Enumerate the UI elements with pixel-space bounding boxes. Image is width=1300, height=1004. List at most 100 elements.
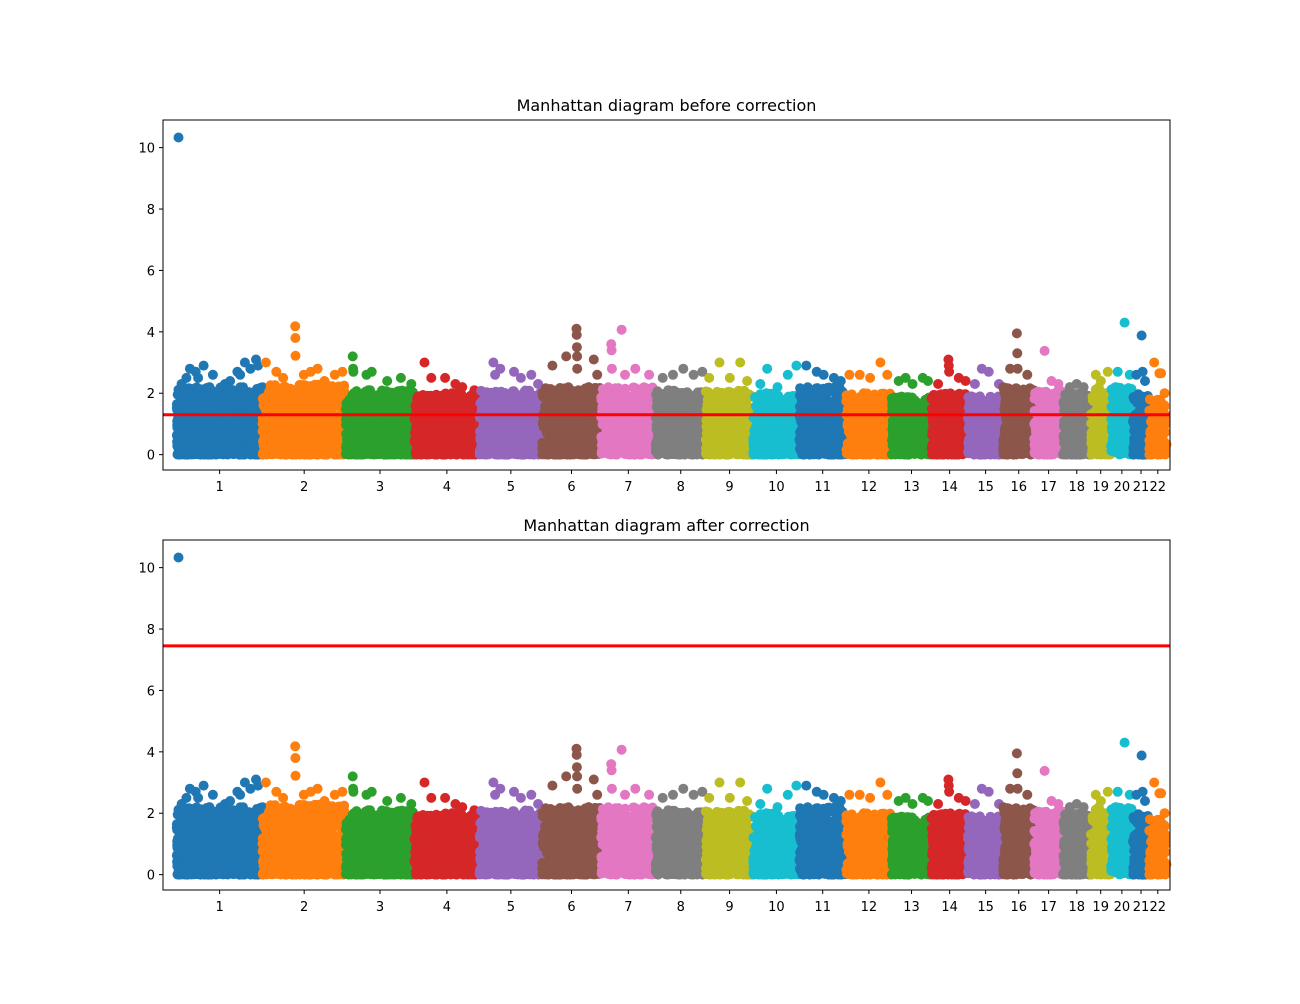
data-points xyxy=(171,132,1172,460)
snp-point xyxy=(228,418,239,429)
snp-point xyxy=(592,369,603,380)
snp-point xyxy=(342,419,353,429)
snp-point xyxy=(293,390,303,401)
snp-point xyxy=(605,430,616,441)
snp-point xyxy=(438,402,449,413)
snp-point xyxy=(175,397,186,407)
snp-point xyxy=(184,392,195,403)
snp-point xyxy=(247,439,258,449)
snp-point xyxy=(515,372,526,383)
snp-point xyxy=(337,366,348,377)
snp-point xyxy=(499,388,510,398)
snp-point xyxy=(446,391,457,402)
snp-point xyxy=(570,448,581,459)
snp-point xyxy=(190,403,201,414)
snp-point xyxy=(181,372,192,383)
snp-point xyxy=(290,333,301,343)
snp-point xyxy=(343,437,354,448)
snp-point xyxy=(431,432,442,443)
snp-point xyxy=(676,436,687,447)
snp-point xyxy=(395,372,406,383)
snp-point xyxy=(406,379,417,389)
snp-point xyxy=(578,385,589,396)
snp-point xyxy=(248,394,259,405)
snp-point xyxy=(276,392,287,403)
snp-point xyxy=(486,436,497,447)
snp-point xyxy=(393,421,404,432)
snp-point xyxy=(223,393,234,404)
snp-point xyxy=(319,376,330,386)
snp-point xyxy=(600,421,611,431)
snp-point xyxy=(399,432,410,443)
snp-point xyxy=(350,449,361,460)
snp-point xyxy=(527,426,537,437)
snp-point xyxy=(271,448,282,459)
snp-point xyxy=(313,449,323,459)
snp-point xyxy=(233,400,244,411)
snp-point xyxy=(301,380,312,391)
snp-point xyxy=(198,360,209,371)
snp-point xyxy=(200,390,211,401)
snp-point xyxy=(243,424,254,435)
snp-point xyxy=(568,386,579,397)
snp-point xyxy=(519,387,530,398)
snp-point xyxy=(172,404,183,415)
chart-title: Manhattan diagram before correction xyxy=(517,96,817,115)
snp-point xyxy=(630,363,641,374)
chromosome-2-points xyxy=(257,321,351,460)
snp-point xyxy=(657,372,668,383)
snp-point xyxy=(278,372,289,383)
snp-point xyxy=(686,449,697,460)
snp-point xyxy=(234,393,245,404)
snp-point xyxy=(571,342,582,353)
snp-point xyxy=(320,391,330,402)
snp-point xyxy=(380,447,391,458)
snp-point xyxy=(428,422,438,433)
snp-point xyxy=(540,448,551,459)
snp-point xyxy=(355,397,366,408)
snp-point xyxy=(478,447,489,458)
snp-point xyxy=(463,432,474,443)
snp-point xyxy=(322,433,332,444)
snp-point xyxy=(246,447,257,458)
snp-point xyxy=(265,385,276,396)
snp-point xyxy=(193,372,204,383)
snp-point xyxy=(210,432,221,443)
snp-point xyxy=(606,345,617,356)
snp-point xyxy=(613,391,624,402)
snp-point xyxy=(413,421,424,432)
snp-point xyxy=(504,449,515,459)
snp-point xyxy=(366,366,377,377)
snp-point xyxy=(569,396,580,407)
snp-point xyxy=(348,366,359,377)
snp-point xyxy=(515,447,526,457)
snp-point xyxy=(571,329,582,340)
snp-point xyxy=(235,449,246,460)
snp-point xyxy=(290,446,301,457)
snp-point xyxy=(227,426,238,437)
snp-point xyxy=(682,422,693,433)
snp-point xyxy=(435,442,446,453)
snp-point xyxy=(395,441,406,452)
snp-point xyxy=(588,354,599,365)
snp-point xyxy=(225,376,236,386)
snp-point xyxy=(382,397,393,408)
snp-point xyxy=(489,401,500,412)
snp-point xyxy=(620,369,630,380)
chromosome-8-points xyxy=(650,363,711,460)
snp-point xyxy=(426,372,437,383)
snp-point xyxy=(616,324,627,335)
snp-point xyxy=(276,437,287,448)
snp-point xyxy=(466,394,477,405)
chromosome-1-points xyxy=(171,132,268,460)
snp-point xyxy=(383,430,394,441)
snp-point xyxy=(366,424,377,435)
snp-point xyxy=(669,399,680,410)
snp-point xyxy=(235,369,246,380)
snp-point xyxy=(603,448,613,459)
snp-point xyxy=(658,389,669,399)
snp-point xyxy=(322,443,332,454)
snp-point xyxy=(295,421,305,432)
